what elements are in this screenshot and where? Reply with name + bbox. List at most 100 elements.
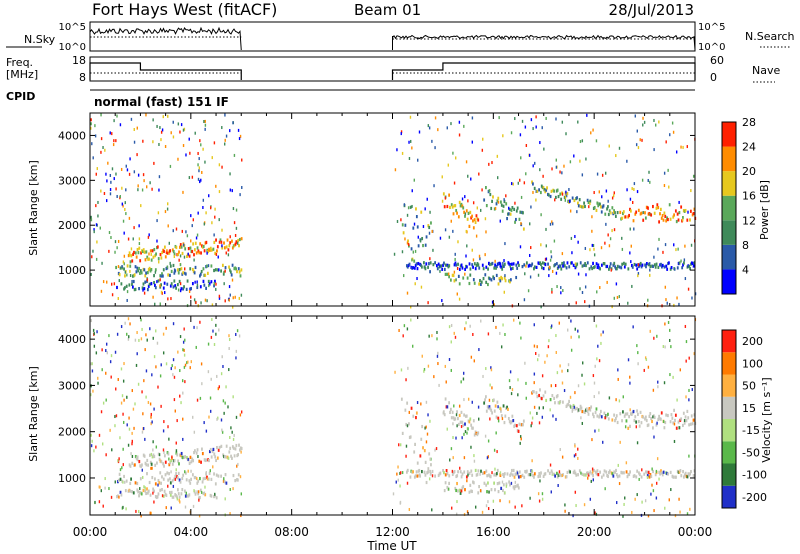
data-cell xyxy=(581,264,584,268)
data-cell xyxy=(652,204,654,209)
data-cell xyxy=(663,381,666,385)
data-cell xyxy=(204,273,207,277)
data-cell xyxy=(234,242,237,246)
data-cell xyxy=(394,168,397,172)
data-cell xyxy=(170,131,172,135)
data-cell xyxy=(149,460,152,464)
data-cell xyxy=(183,255,186,259)
data-cell xyxy=(411,189,413,193)
data-cell xyxy=(586,198,589,202)
data-cell xyxy=(409,115,412,119)
data-cell xyxy=(169,481,172,485)
data-cell xyxy=(493,409,496,413)
data-cell xyxy=(467,199,469,203)
data-cell xyxy=(471,116,474,120)
data-cell xyxy=(461,204,464,208)
data-cell xyxy=(197,211,199,215)
data-cell xyxy=(477,469,480,473)
data-cell xyxy=(207,370,210,374)
data-cell xyxy=(138,338,140,342)
data-cell xyxy=(475,214,478,218)
data-cell xyxy=(684,324,687,328)
data-cell xyxy=(143,454,146,458)
data-cell xyxy=(641,500,643,504)
data-cell xyxy=(128,335,130,339)
data-cell xyxy=(154,482,157,486)
data-cell xyxy=(160,283,163,287)
data-cell xyxy=(102,280,105,284)
data-cell xyxy=(553,396,556,400)
data-cell xyxy=(212,329,214,333)
data-cell xyxy=(516,471,519,475)
data-cell xyxy=(172,263,175,268)
data-cell xyxy=(131,282,133,286)
data-cell xyxy=(413,450,416,454)
data-cell xyxy=(550,250,552,254)
data-cell xyxy=(523,181,526,185)
data-cell xyxy=(459,466,461,470)
data-cell xyxy=(467,427,469,431)
data-cell xyxy=(605,470,608,474)
data-cell xyxy=(228,285,231,289)
data-cell xyxy=(436,330,438,334)
data-cell xyxy=(104,486,106,490)
data-cell xyxy=(228,265,230,269)
data-cell xyxy=(593,205,596,210)
data-cell xyxy=(196,448,199,452)
data-cell xyxy=(662,470,665,474)
data-cell xyxy=(594,364,596,368)
data-cell xyxy=(515,275,518,280)
data-cell xyxy=(424,460,427,464)
data-cell xyxy=(195,451,198,455)
data-cell xyxy=(228,334,230,338)
data-cell xyxy=(116,194,118,198)
data-cell xyxy=(520,156,522,160)
data-cell xyxy=(117,478,120,482)
data-cell xyxy=(189,151,191,155)
data-cell xyxy=(396,148,398,152)
data-cell xyxy=(620,266,623,270)
data-cell xyxy=(644,356,647,360)
data-cell xyxy=(624,262,627,266)
data-cell xyxy=(663,426,666,430)
data-cell xyxy=(613,296,615,300)
colorbar-swatch xyxy=(722,244,736,270)
data-cell xyxy=(591,229,593,233)
data-cell xyxy=(194,241,197,245)
data-cell xyxy=(201,382,203,386)
data-cell xyxy=(406,327,409,331)
data-cell xyxy=(200,490,203,494)
data-cell xyxy=(616,475,619,479)
data-cell xyxy=(479,489,482,493)
data-cell xyxy=(642,211,644,215)
data-cell xyxy=(93,230,95,234)
data-cell xyxy=(538,499,541,503)
data-cell xyxy=(631,187,633,191)
data-cell xyxy=(649,268,651,272)
data-cell xyxy=(444,263,447,267)
data-cell xyxy=(462,371,465,375)
data-cell xyxy=(133,170,136,174)
data-cell xyxy=(159,284,161,288)
data-cell xyxy=(626,412,629,416)
data-cell xyxy=(169,273,171,277)
data-cell xyxy=(669,373,671,377)
data-cell xyxy=(224,269,226,273)
data-cell xyxy=(105,172,107,176)
colorbar-swatch xyxy=(722,485,736,508)
data-cell xyxy=(518,422,521,426)
data-cell xyxy=(222,365,224,369)
data-cell xyxy=(201,451,204,456)
data-cell xyxy=(468,420,471,424)
data-cell xyxy=(555,350,557,354)
data-cell xyxy=(427,364,430,368)
data-cell xyxy=(204,123,207,127)
data-cell xyxy=(624,215,627,219)
data-cell xyxy=(531,180,533,184)
data-cell xyxy=(460,410,463,415)
data-cell xyxy=(145,333,147,337)
data-cell xyxy=(657,247,659,251)
data-cell xyxy=(94,500,96,504)
data-cell xyxy=(182,417,184,421)
data-cell xyxy=(572,514,574,518)
